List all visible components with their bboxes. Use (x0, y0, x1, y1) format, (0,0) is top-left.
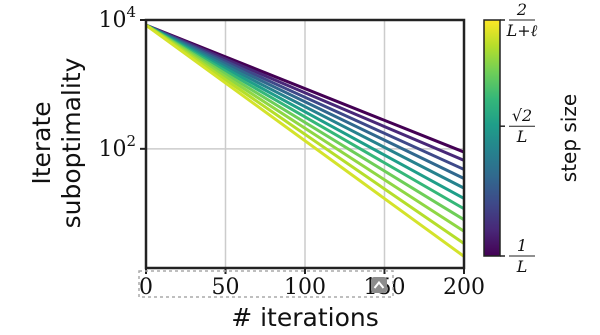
colorbar (483, 19, 501, 257)
colorbar-label: step size (557, 94, 581, 182)
series-line-4 (145, 23, 465, 190)
toolbar-frame (138, 270, 394, 298)
x-ticks: 050100150200 (139, 268, 485, 300)
y-tick-base: 10 (98, 8, 126, 33)
series-line-8 (145, 23, 465, 233)
colorbar-tick-denominator-0: L+ℓ (506, 21, 538, 40)
series-line-7 (145, 23, 465, 221)
colorbar-tick-numerator-0: 2 (516, 0, 527, 19)
colorbar-tick-denominator-1: L (516, 127, 528, 146)
y-tick-label-1: 102 (98, 132, 136, 162)
grid (146, 20, 464, 268)
x-axis-label: # iterations (231, 303, 379, 332)
y-tick-exponent: 2 (126, 132, 136, 150)
colorbar-tick-numerator-2: 1 (517, 236, 527, 255)
y-axis-label-line1: Iterate (27, 101, 56, 184)
colorbar-tick-denominator-2: L (516, 257, 528, 276)
y-tick-base: 10 (98, 137, 126, 162)
y-axis-label-line2: suboptimality (57, 57, 86, 228)
series-line-6 (145, 23, 465, 211)
chevron-up-icon (373, 280, 385, 289)
series-layer (145, 23, 465, 258)
toolbar-overlay[interactable] (138, 270, 394, 298)
colorbar-tick-numerator-1: √2 (512, 106, 532, 125)
x-tick-label-1: 50 (212, 275, 240, 300)
series-line-9 (145, 23, 465, 245)
x-tick-label-4: 200 (443, 275, 485, 300)
y-tick-exponent: 4 (126, 3, 136, 21)
x-tick-label-0: 0 (139, 275, 153, 300)
series-line-10 (145, 23, 465, 258)
y-tick-label-0: 104 (98, 3, 136, 33)
toolbar-up-button[interactable] (371, 277, 387, 293)
colorbar-ticks: 2 L+ℓ √2 L 1 L (500, 0, 538, 276)
x-tick-label-2: 100 (284, 275, 326, 300)
